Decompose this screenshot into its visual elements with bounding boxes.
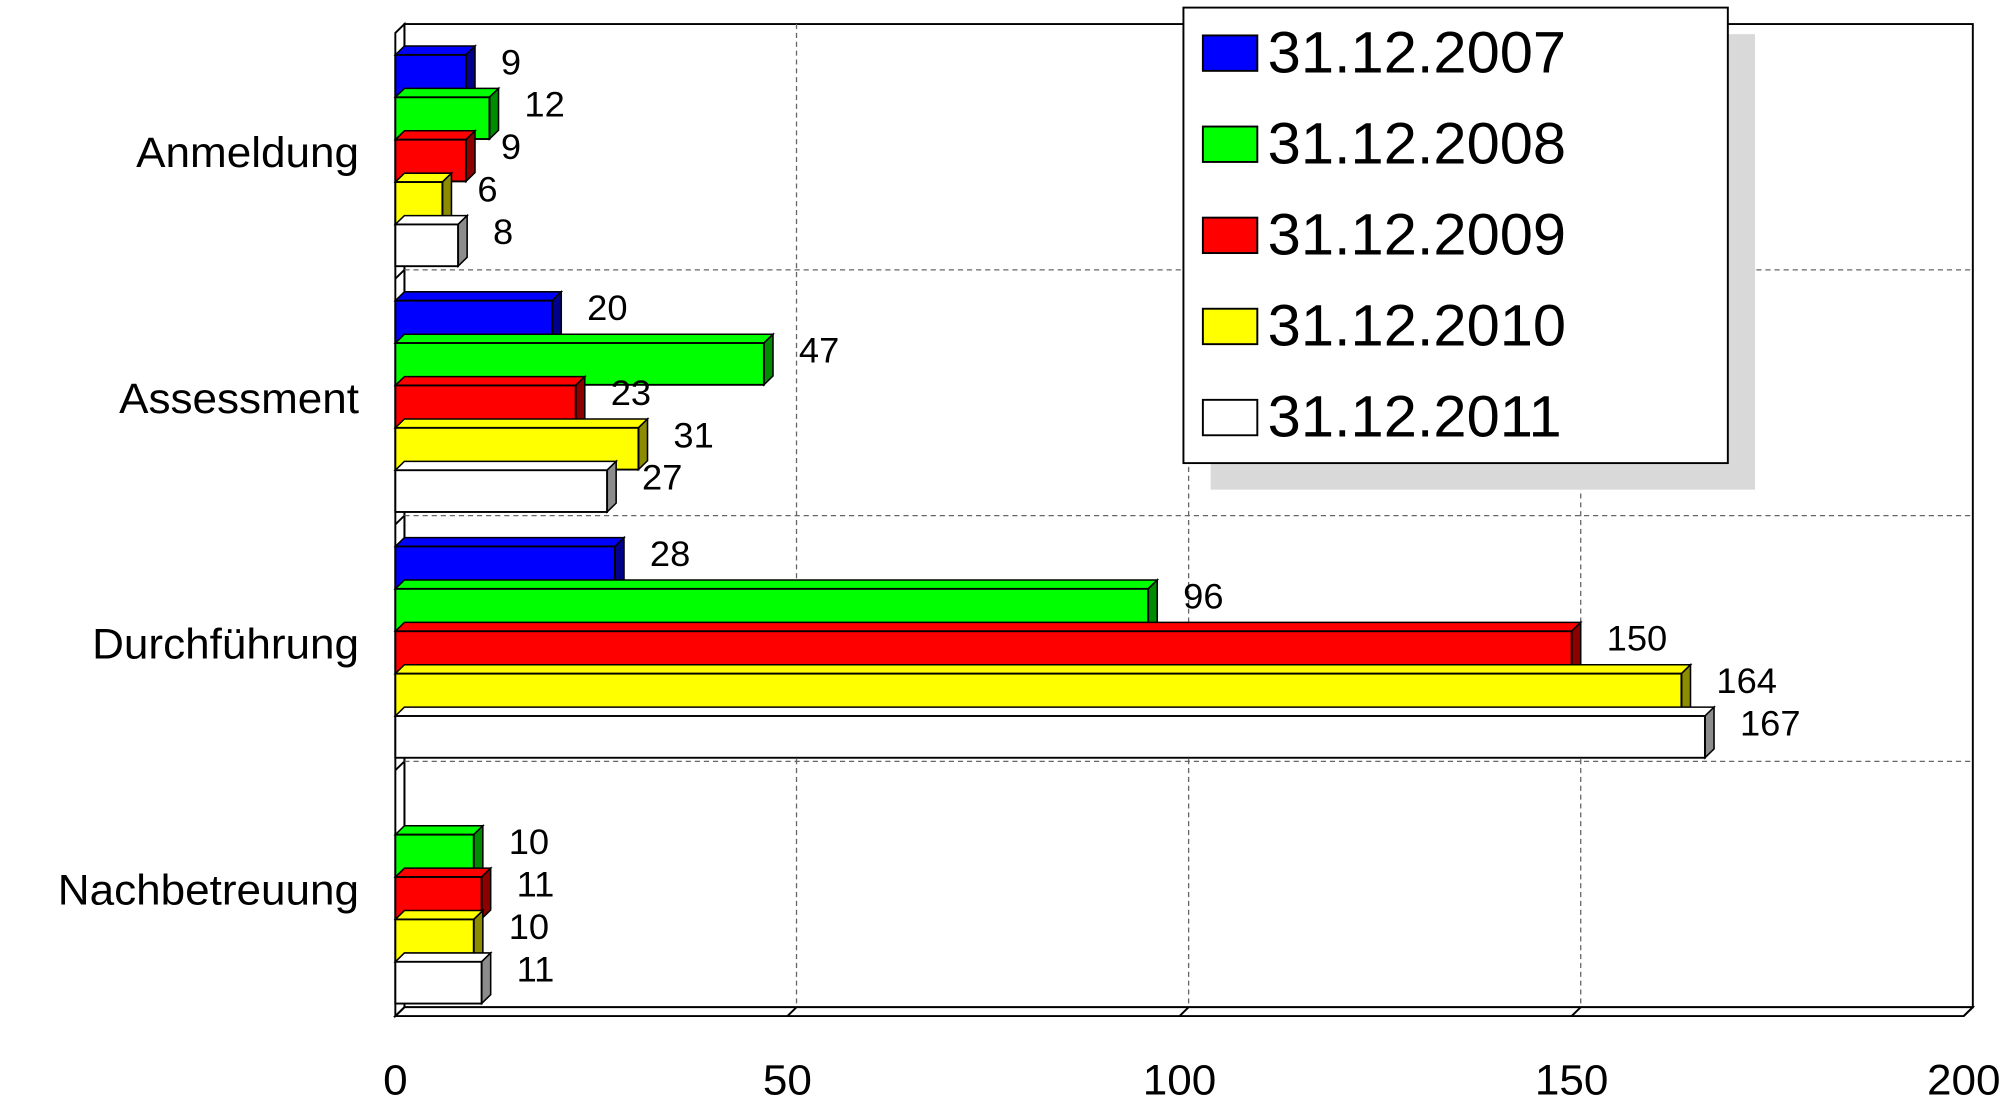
legend-label: 31.12.2010 [1268, 294, 1566, 358]
bar-top [393, 867, 493, 878]
value-label: 28 [650, 534, 690, 574]
legend-swatch [1201, 307, 1259, 346]
value-label: 6 [477, 170, 497, 210]
value-label: 47 [799, 331, 839, 371]
y-tick-label: Durchführung [92, 621, 359, 668]
bar-side-shade [614, 537, 624, 589]
bar-side-shade [473, 910, 483, 962]
y-tick [394, 514, 406, 526]
bar-side-shade [1681, 664, 1691, 716]
bar-top [393, 706, 1716, 717]
value-label: 167 [1740, 704, 1801, 744]
bar [393, 951, 493, 1006]
bar-top [393, 825, 485, 836]
legend-label: 31.12.2008 [1268, 112, 1566, 176]
bar-front [394, 960, 483, 1005]
bar-top [393, 418, 650, 429]
bar-top [393, 214, 470, 226]
bar-top [393, 291, 564, 302]
value-label: 23 [611, 373, 651, 413]
bar-top [393, 45, 477, 56]
value-label: 9 [501, 43, 521, 83]
bar-side-shade [465, 46, 475, 97]
bar-top [393, 130, 477, 141]
legend-swatch [1201, 34, 1259, 72]
bar-side-shade [763, 334, 773, 385]
x-tick [1178, 1006, 1190, 1017]
x-tick-label: 200 [1927, 1057, 2001, 1104]
x-tick [394, 1006, 406, 1017]
bar-top [393, 579, 1160, 590]
bar-front [394, 469, 609, 513]
bar-top [393, 375, 587, 387]
x-tick-label: 100 [1143, 1057, 1217, 1104]
bar-front [394, 223, 460, 268]
value-label: 10 [509, 907, 549, 947]
value-label: 11 [517, 865, 555, 905]
x-tick [786, 1006, 798, 1017]
y-tick [394, 760, 406, 771]
legend-label: 31.12.2009 [1268, 203, 1566, 267]
bar-side-shade [489, 88, 499, 140]
bar-top [393, 952, 493, 963]
value-label: 27 [642, 458, 682, 498]
x-tick-label: 50 [763, 1057, 812, 1104]
bar-top [393, 87, 501, 99]
bar-side-shade [552, 291, 562, 343]
bar [393, 459, 619, 514]
bar-side-shade [442, 173, 452, 224]
value-label: 8 [493, 212, 513, 252]
legend-label: 31.12.2011 [1268, 385, 1562, 449]
value-label: 20 [587, 289, 627, 329]
bar-side-shade [481, 952, 491, 1004]
x-tick-label: 0 [383, 1057, 408, 1104]
bar-top [393, 536, 626, 548]
legend-box [1182, 6, 1729, 465]
bar-top [393, 621, 1583, 632]
value-label: 10 [509, 822, 549, 862]
legend: 31.12.2007 31.12.2008 31.12.2009 31.12.2010… [1182, 6, 1756, 490]
legend-swatch [1201, 125, 1259, 163]
bar-side-shade [638, 418, 648, 470]
bar-top [393, 909, 485, 921]
bar-top [393, 460, 619, 471]
bar-front [394, 715, 1706, 759]
y-tick [394, 269, 406, 280]
bar-side-shade [607, 461, 617, 512]
bar-side-shade [575, 376, 585, 428]
value-label: 12 [524, 85, 564, 125]
bar-side-shade [465, 130, 475, 182]
bar [393, 705, 1716, 760]
x-tick [1963, 1006, 1974, 1017]
value-label: 31 [673, 416, 713, 456]
x-tick-label: 150 [1535, 1057, 1609, 1104]
bar-top [393, 664, 1693, 675]
bar [393, 213, 470, 269]
bar-side-shade [458, 215, 468, 267]
bar-side-shade [481, 868, 491, 919]
y-tick-label: Assessment [119, 375, 359, 422]
legend-label: 31.12.2007 [1268, 21, 1566, 85]
bar-side-shade [473, 825, 483, 877]
y-tick-label: Nachbetreuung [58, 867, 359, 914]
legend-swatch [1201, 216, 1259, 255]
value-label: 164 [1716, 661, 1777, 701]
bar-side-shade [1148, 579, 1158, 631]
x-tick [1570, 1006, 1582, 1017]
bar-top [393, 333, 775, 344]
bar-side-shade [1571, 622, 1581, 673]
legend-swatch [1201, 398, 1259, 437]
value-label: 96 [1183, 577, 1223, 617]
value-label: 9 [501, 128, 521, 168]
bar-side-shade [1704, 707, 1715, 758]
value-label: 150 [1607, 619, 1668, 659]
value-label: 11 [517, 950, 555, 990]
y-tick-label: Anmeldung [136, 130, 359, 177]
